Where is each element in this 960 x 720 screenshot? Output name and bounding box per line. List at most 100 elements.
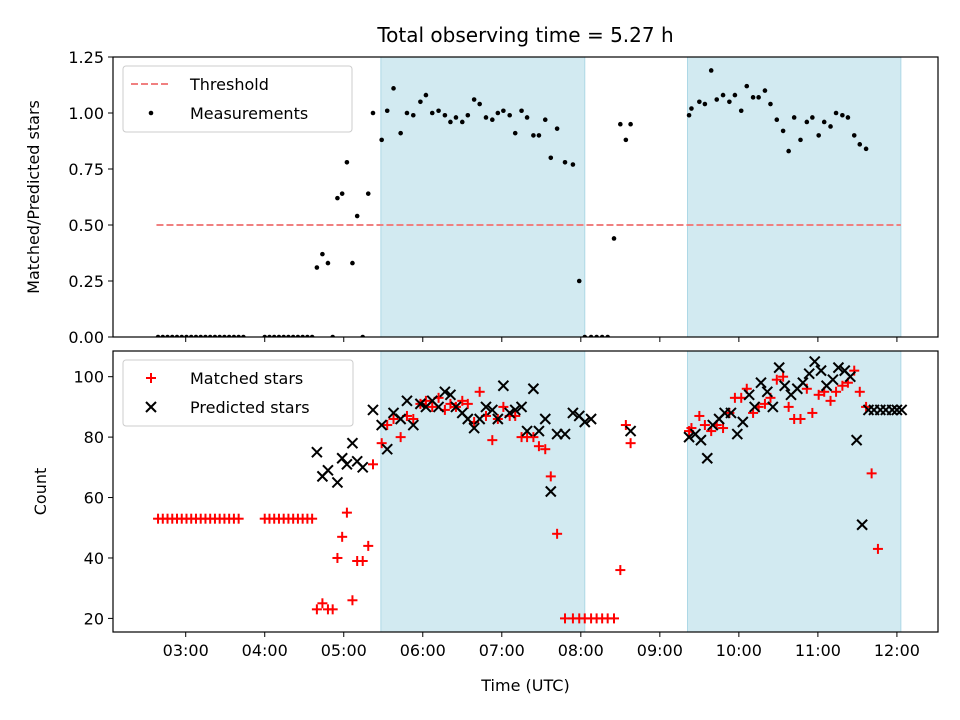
data-point-predicted-stars-14 (401, 395, 413, 407)
data-point-measurements-63 (507, 112, 512, 118)
data-point-matched-stars-32 (327, 604, 338, 615)
data-point-matched-stars-35 (341, 507, 352, 518)
data-point-measurements-107 (821, 119, 827, 125)
data-point-measurements-66 (524, 115, 530, 120)
data-point-measurements-53 (448, 119, 453, 125)
x-tick-label: 10:00 (716, 641, 762, 660)
data-point-matched-stars-57 (474, 386, 485, 397)
data-point-predicted-stars-31 (503, 407, 516, 419)
data-point-matched-stars-109 (837, 380, 848, 391)
y-tick-label: 0.25 (68, 272, 104, 291)
data-point-measurements-68 (536, 133, 542, 138)
data-point-predicted-stars-15 (407, 419, 419, 431)
data-point-predicted-stars-33 (515, 401, 528, 413)
data-point-measurements-82 (623, 137, 629, 143)
data-point-matched-stars-99 (778, 371, 789, 382)
legend-label: Threshold (189, 75, 269, 94)
x-tick-label: 05:00 (321, 641, 367, 660)
data-point-measurements-92 (732, 92, 738, 98)
y-tick-label: 0.75 (68, 160, 104, 179)
data-point-measurements-61 (495, 110, 501, 116)
data-point-measurements-30 (314, 265, 320, 270)
data-point-matched-stars-36 (347, 595, 358, 606)
data-point-measurements-54 (453, 115, 459, 120)
data-point-matched-stars-41 (376, 438, 387, 449)
data-point-measurements-74 (576, 278, 582, 284)
data-point-matched-stars-66 (528, 432, 539, 443)
data-point-measurements-94 (744, 83, 750, 89)
data-point-predicted-stars-71 (832, 361, 845, 374)
data-point-measurements-52 (442, 112, 448, 118)
data-point-matched-stars-69 (545, 471, 556, 482)
data-point-measurements-103 (798, 137, 803, 143)
data-point-predicted-stars-66 (803, 367, 815, 380)
data-point-measurements-72 (562, 159, 568, 165)
data-point-matched-stars-34 (337, 531, 348, 542)
data-point-measurements-43 (384, 108, 390, 114)
y-tick-label: 1.00 (68, 104, 104, 123)
data-point-predicted-stars-30 (497, 380, 510, 392)
y-tick-label: 0.00 (68, 328, 104, 347)
data-point-matched-stars-70 (552, 528, 563, 539)
data-point-matched-stars-59 (487, 435, 498, 446)
data-point-measurements-109 (833, 110, 839, 116)
data-point-measurements-47 (410, 112, 416, 118)
data-point-predicted-stars-25 (468, 422, 480, 434)
data-point-predicted-stars-0 (311, 446, 323, 458)
y-tick-label: 20 (84, 609, 104, 628)
data-point-measurements-86 (697, 99, 702, 105)
data-point-matched-stars-68 (540, 444, 551, 455)
data-point-predicted-stars-62 (778, 380, 791, 392)
data-point-measurements-110 (840, 112, 845, 118)
data-point-predicted-stars-68 (815, 364, 827, 377)
data-point-matched-stars-80 (615, 565, 626, 576)
data-point-matched-stars-44 (395, 432, 406, 443)
data-point-measurements-96 (756, 95, 761, 100)
y-tick-label: 0.50 (68, 216, 104, 235)
data-point-measurements-73 (570, 162, 576, 167)
data-point-measurements-85 (689, 106, 694, 111)
data-point-measurements-38 (354, 213, 360, 219)
data-point-measurements-105 (810, 115, 815, 120)
data-point-measurements-114 (863, 146, 869, 152)
data-point-predicted-stars-11 (381, 443, 393, 455)
data-point-measurements-112 (851, 133, 857, 138)
y-axis-label: Matched/Predicted stars (24, 100, 43, 294)
legend-label: Matched stars (190, 369, 303, 388)
data-point-measurements-99 (774, 117, 780, 123)
legend-marker-x (145, 401, 157, 413)
data-point-measurements-36 (344, 159, 350, 165)
data-point-measurements-89 (714, 97, 720, 102)
data-point-measurements-65 (519, 108, 524, 114)
data-point-predicted-stars-59 (761, 386, 774, 398)
data-point-predicted-stars-60 (767, 401, 779, 413)
data-point-measurements-31 (320, 251, 325, 257)
data-point-predicted-stars-70 (827, 373, 839, 386)
legend-label: Measurements (190, 104, 308, 123)
data-point-measurements-64 (512, 130, 518, 136)
data-point-predicted-stars-19 (432, 401, 445, 413)
data-point-matched-stars-39 (363, 540, 374, 551)
data-point-predicted-stars-49 (701, 452, 713, 464)
observing-interval-1 (686, 56, 902, 338)
data-point-matched-stars-89 (718, 423, 729, 434)
data-point-matched-stars-43 (388, 413, 399, 424)
data-point-predicted-stars-57 (748, 401, 761, 413)
data-point-predicted-stars-56 (743, 389, 755, 401)
data-point-measurements-113 (857, 142, 863, 147)
data-point-measurements-97 (762, 88, 768, 93)
y-tick-label: 80 (84, 428, 104, 447)
x-tick-label: 06:00 (400, 641, 446, 660)
data-point-predicted-stars-36 (533, 425, 545, 437)
data-point-measurements-50 (429, 110, 435, 116)
data-point-measurements-104 (804, 119, 810, 125)
data-point-predicted-stars-27 (480, 401, 492, 413)
data-point-measurements-40 (365, 191, 371, 196)
data-point-measurements-70 (548, 155, 554, 161)
data-point-predicted-stars-9 (367, 404, 379, 416)
data-point-predicted-stars-29 (492, 413, 504, 425)
x-tick-label: 11:00 (795, 641, 841, 660)
data-point-predicted-stars-81 (891, 404, 903, 416)
data-point-matched-stars-85 (694, 410, 705, 421)
data-point-matched-stars-104 (807, 407, 818, 418)
